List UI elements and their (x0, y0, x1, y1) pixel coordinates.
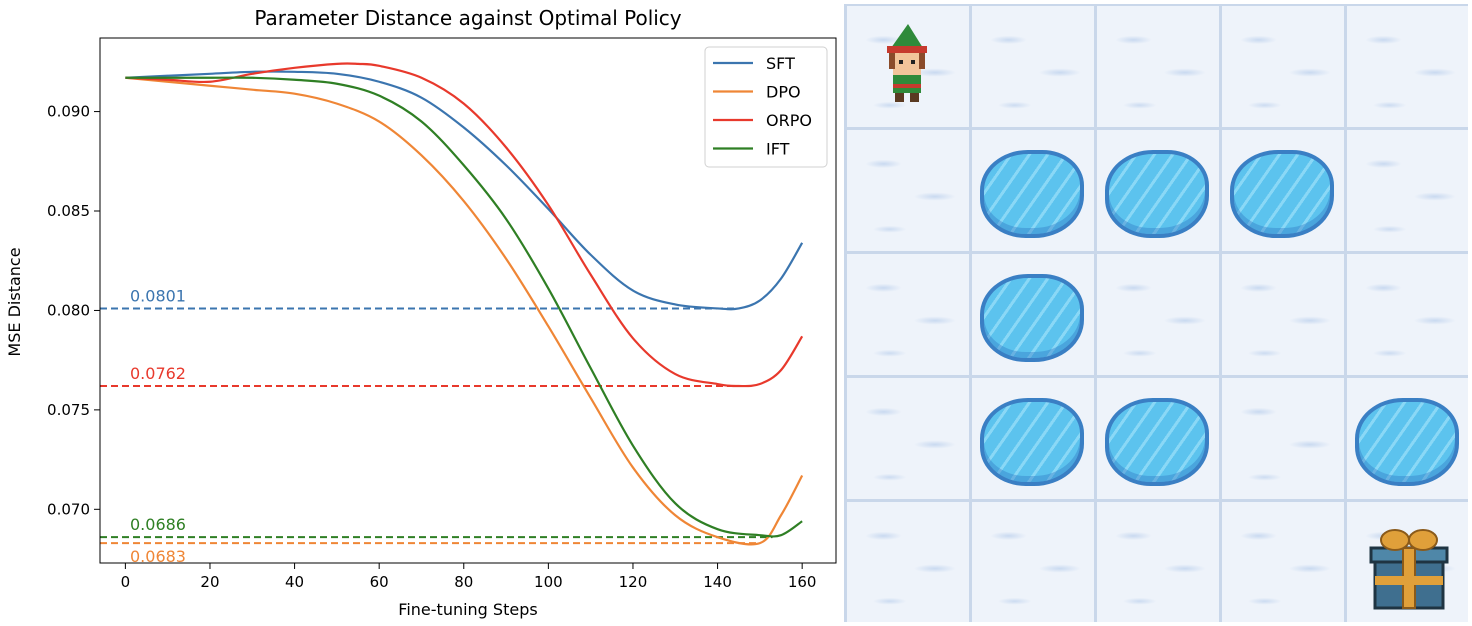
grid-cell-r2-c0 (847, 254, 969, 375)
x-tick-label-5: 100 (534, 573, 563, 591)
frozen-lake-grid (844, 4, 1468, 622)
grid-cell-r1-c0 (847, 130, 969, 251)
y-tick-label-3: 0.085 (47, 202, 90, 220)
grid-cell-r3-c0 (847, 378, 969, 499)
reference-label-2: 0.0686 (130, 515, 186, 534)
y-tick-label-2: 0.080 (47, 301, 90, 319)
chart-title: Parameter Distance against Optimal Polic… (254, 6, 681, 30)
x-tick-label-7: 140 (703, 573, 732, 591)
x-axis-label: Fine-tuning Steps (398, 600, 537, 619)
grid-cell-r2-c4 (1347, 254, 1468, 375)
legend-label-ift: IFT (766, 140, 790, 159)
legend-label-orpo: ORPO (766, 111, 812, 130)
grid-cell-r0-c0 (847, 6, 969, 127)
grid-cell-r4-c2 (1097, 502, 1219, 622)
series-line-orpo (125, 62, 804, 388)
grid-cell-r1-c3 (1222, 130, 1344, 251)
ice-hole-icon (980, 150, 1084, 238)
series-line-sft (125, 70, 804, 311)
ice-hole-icon (1105, 398, 1209, 486)
y-tick-label-1: 0.075 (47, 401, 90, 419)
grid-cell-r1-c4 (1347, 130, 1468, 251)
reference-label-3: 0.0683 (130, 547, 186, 566)
ice-hole-icon (980, 398, 1084, 486)
plot-area: 0.0801 0.0762 0.0686 0.0683 0 20 40 60 80 100 120 1… (47, 37, 837, 591)
x-tick-label-1: 20 (200, 573, 219, 591)
x-tick-label-8: 160 (788, 573, 817, 591)
axes-frame (99, 37, 837, 564)
grid-cell-r0-c4 (1347, 6, 1468, 127)
y-axis-label: MSE Distance (5, 247, 24, 356)
x-tick-label-2: 40 (285, 573, 304, 591)
grid-cell-r2-c2 (1097, 254, 1219, 375)
legend: SFT DPO ORPO IFT (704, 46, 828, 168)
legend-label-dpo: DPO (766, 83, 801, 102)
y-tick-label-4: 0.090 (47, 103, 90, 121)
grid-cell-r3-c4 (1347, 378, 1468, 499)
reference-label-1: 0.0762 (130, 364, 186, 383)
series-line-dpo (125, 76, 804, 546)
ice-hole-icon (1355, 398, 1459, 486)
grid-cell-r2-c1 (972, 254, 1094, 375)
grid-cell-r4-c0 (847, 502, 969, 622)
grid-cell-r4-c3 (1222, 502, 1344, 622)
x-tick-label-6: 120 (619, 573, 648, 591)
series-line-ift (125, 76, 803, 538)
x-tick-label-4: 80 (454, 573, 473, 591)
line-chart: Parameter Distance against Optimal Polic… (5, 6, 837, 619)
grid-cell-r4-c1 (972, 502, 1094, 622)
grid-cell-r0-c1 (972, 6, 1094, 127)
reference-label-0: 0.0801 (130, 286, 186, 305)
ice-hole-icon (980, 274, 1084, 362)
grid-cell-r0-c2 (1097, 6, 1219, 127)
legend-label-sft: SFT (766, 54, 795, 73)
grid-cell-r1-c2 (1097, 130, 1219, 251)
x-tick-label-3: 60 (370, 573, 389, 591)
grid-cell-r1-c1 (972, 130, 1094, 251)
grid-cell-r0-c3 (1222, 6, 1344, 127)
ice-hole-icon (1105, 150, 1209, 238)
legend-box (704, 46, 828, 168)
x-tick-label-0: 0 (121, 573, 131, 591)
grid-cell-r3-c1 (972, 378, 1094, 499)
chart-svg: Parameter Distance against Optimal Polic… (5, 6, 837, 619)
grid-cell-r4-c4 (1347, 502, 1468, 622)
grid-cell-r3-c2 (1097, 378, 1219, 499)
grid-cell-r3-c3 (1222, 378, 1344, 499)
ice-hole-icon (1230, 150, 1334, 238)
grid-cell-r2-c3 (1222, 254, 1344, 375)
y-tick-label-0: 0.070 (47, 500, 90, 518)
